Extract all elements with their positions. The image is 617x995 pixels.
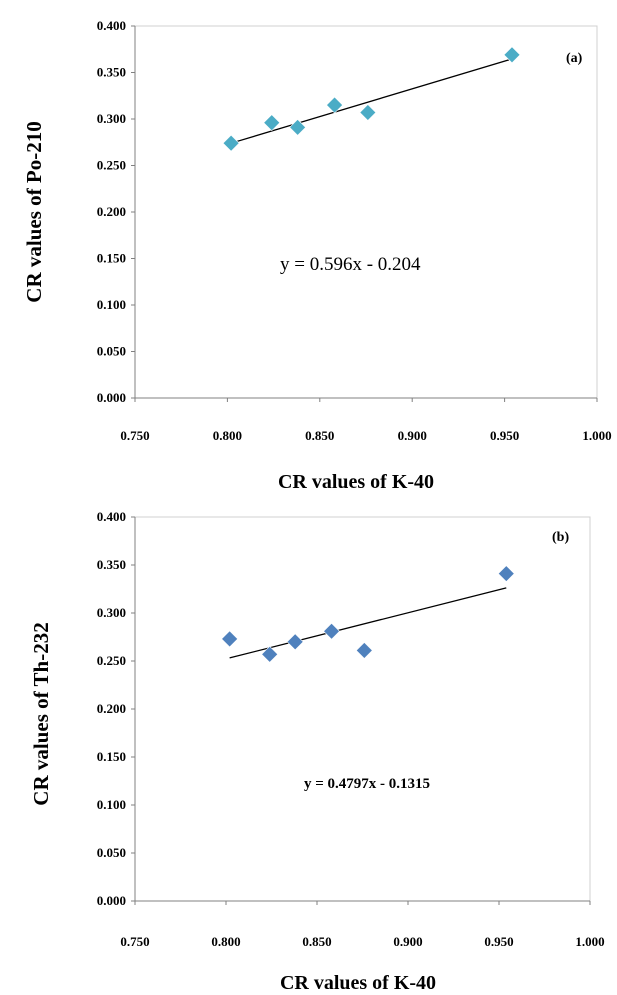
trendline-group bbox=[229, 587, 507, 659]
trendline-equation: y = 0.4797x - 0.1315 bbox=[304, 776, 430, 792]
data-point bbox=[359, 104, 377, 121]
x-tick-label: 0.950 bbox=[484, 934, 513, 949]
data-point bbox=[326, 96, 344, 114]
y-tick-label: 0.200 bbox=[97, 204, 126, 219]
data-point bbox=[497, 565, 515, 583]
plot-area-frame bbox=[134, 516, 591, 902]
plot-area-frame bbox=[134, 25, 598, 399]
x-tick-label: 0.750 bbox=[120, 428, 149, 443]
data-point bbox=[221, 630, 239, 648]
y-tick-label: 0.100 bbox=[97, 297, 126, 312]
data-point bbox=[503, 46, 521, 64]
x-axis-label: CR values of K-40 bbox=[280, 972, 436, 994]
y-tick-label: 0.250 bbox=[97, 653, 126, 668]
y-tick-label: 0.250 bbox=[97, 158, 126, 173]
y-tick-label: 0.300 bbox=[97, 605, 126, 620]
chart-panel-a: 0.000 0.050 0.100 0.150 0.200 0.250 0.300 0.350… bbox=[22, 18, 612, 493]
y-tick-label: 0.000 bbox=[97, 390, 126, 405]
data-points bbox=[221, 565, 515, 663]
y-tick-label: 0.150 bbox=[97, 251, 126, 266]
trendline bbox=[229, 587, 507, 659]
trendline-group bbox=[230, 58, 513, 144]
data-point bbox=[263, 114, 281, 132]
x-tick-label: 0.800 bbox=[213, 428, 242, 443]
data-points bbox=[222, 46, 521, 152]
x-tick-labels: 0.750 0.800 0.850 0.900 0.950 1.000 bbox=[120, 398, 612, 443]
data-point bbox=[222, 134, 240, 152]
trendline bbox=[230, 58, 513, 144]
y-tick-label: 0.400 bbox=[97, 18, 126, 33]
y-axis-label: CR values of Po-210 bbox=[22, 121, 46, 302]
chart-panel-b: 0.000 0.050 0.100 0.150 0.200 0.250 0.300 0.350… bbox=[29, 509, 605, 994]
y-tick-label: 0.050 bbox=[97, 344, 126, 359]
y-tick-label: 0.350 bbox=[97, 65, 126, 80]
x-tick-label: 0.850 bbox=[302, 934, 331, 949]
y-tick-label: 0.050 bbox=[97, 845, 126, 860]
data-point bbox=[261, 645, 279, 663]
y-tick-label: 0.200 bbox=[97, 701, 126, 716]
x-tick-label: 0.900 bbox=[393, 934, 422, 949]
trendline-equation: y = 0.596x - 0.204 bbox=[280, 254, 421, 275]
panel-label: (b) bbox=[552, 530, 569, 545]
y-tick-labels: 0.000 0.050 0.100 0.150 0.200 0.250 0.300 0.350… bbox=[97, 509, 135, 908]
x-tick-labels: 0.750 0.800 0.850 0.900 0.950 1.000 bbox=[120, 901, 605, 949]
y-tick-label: 0.300 bbox=[97, 111, 126, 126]
x-tick-label: 1.000 bbox=[575, 934, 604, 949]
x-tick-label: 0.750 bbox=[120, 934, 149, 949]
panel-label: (a) bbox=[566, 51, 583, 66]
x-tick-label: 0.900 bbox=[398, 428, 427, 443]
data-point bbox=[289, 118, 307, 136]
x-tick-label: 0.800 bbox=[211, 934, 240, 949]
x-tick-label: 0.850 bbox=[305, 428, 334, 443]
x-axis-label: CR values of K-40 bbox=[278, 471, 434, 493]
y-tick-label: 0.400 bbox=[97, 509, 126, 524]
data-point bbox=[355, 642, 373, 659]
y-tick-label: 0.100 bbox=[97, 797, 126, 812]
x-tick-label: 1.000 bbox=[582, 428, 611, 443]
y-tick-label: 0.150 bbox=[97, 749, 126, 764]
y-tick-labels: 0.000 0.050 0.100 0.150 0.200 0.250 0.300 0.350… bbox=[97, 18, 135, 405]
x-tick-label: 0.950 bbox=[490, 428, 519, 443]
data-point bbox=[286, 633, 304, 651]
y-tick-label: 0.000 bbox=[97, 893, 126, 908]
data-point bbox=[323, 622, 340, 640]
y-axis-label: CR values of Th-232 bbox=[29, 622, 53, 805]
y-tick-label: 0.350 bbox=[97, 557, 126, 572]
